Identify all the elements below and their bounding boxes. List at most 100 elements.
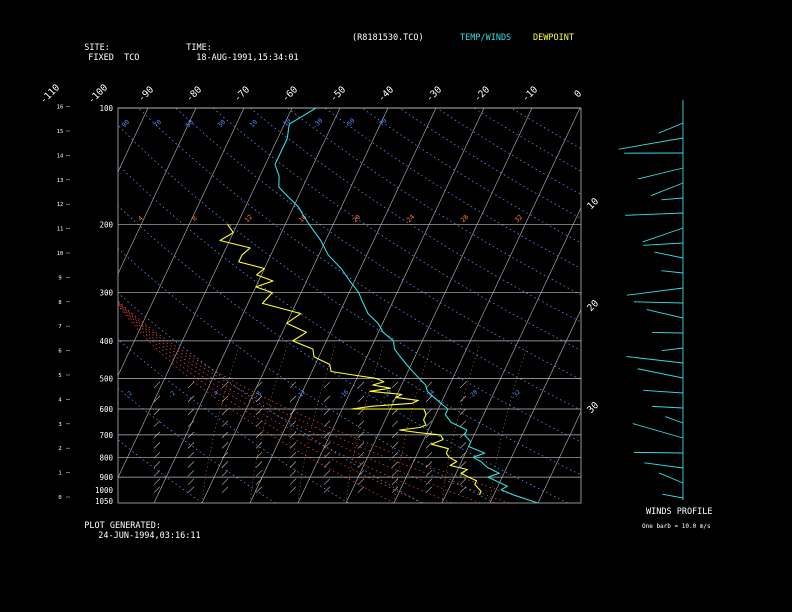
height-tick-label: 15 bbox=[57, 129, 64, 135]
legend-dew: DEWPOINT bbox=[533, 33, 574, 43]
dry-adiabat-line bbox=[118, 387, 276, 503]
grid-tick bbox=[289, 395, 297, 403]
wetbulb-label: -28 bbox=[467, 388, 480, 401]
grid-tick bbox=[187, 470, 195, 477]
temp-tick-label: -80 bbox=[184, 84, 204, 104]
grid-tick bbox=[425, 381, 433, 389]
grid-tick bbox=[221, 470, 229, 477]
wind-barb bbox=[644, 462, 684, 469]
grid-tick bbox=[153, 420, 161, 427]
wind-barb bbox=[626, 356, 684, 364]
grid-tick bbox=[357, 381, 365, 389]
grid-tick bbox=[357, 408, 365, 415]
height-tick-label: 0 bbox=[58, 495, 61, 501]
height-tick-label: 12 bbox=[57, 202, 64, 208]
generated-value: 24-JUN-1994,03:16:11 bbox=[98, 531, 201, 541]
dry-adiabat-line bbox=[510, 108, 581, 150]
generated-label: PLOT GENERATED: bbox=[84, 521, 162, 531]
temp-tick-label: -100 bbox=[86, 82, 110, 106]
grid-tick bbox=[221, 442, 229, 449]
grid-tick bbox=[391, 420, 399, 427]
grid-tick bbox=[357, 395, 365, 403]
dry-adiabat-line bbox=[361, 108, 581, 244]
mixing-ratio-label: 20 bbox=[351, 213, 362, 224]
theta-label: 70 bbox=[152, 118, 163, 129]
legend-temp: TEMP/WINDS bbox=[460, 33, 512, 43]
theta-label: -50 bbox=[343, 117, 357, 131]
wind-barb bbox=[626, 287, 684, 296]
wind-barb bbox=[650, 182, 684, 197]
height-tick-label: 1 bbox=[58, 471, 61, 477]
theta-label: 10 bbox=[248, 118, 259, 129]
grid-tick bbox=[221, 381, 229, 389]
pressure-tick-label: 1050 bbox=[95, 497, 114, 506]
wind-barb bbox=[652, 405, 684, 409]
grid-tick bbox=[153, 486, 161, 493]
temp-tick-label: -30 bbox=[424, 84, 444, 104]
wind-barb bbox=[659, 472, 684, 484]
grid-tick bbox=[153, 381, 161, 389]
pressure-tick-label: 100 bbox=[99, 104, 113, 113]
grid-tick bbox=[323, 408, 331, 415]
pressure-tick-label: 800 bbox=[99, 453, 113, 462]
isotherm-line bbox=[0, 108, 52, 503]
footer-generated: PLOT GENERATED: 24-JUN-1994,03:16:11 bbox=[74, 511, 201, 541]
isotherm-line bbox=[393, 108, 581, 503]
isotherm-line bbox=[297, 108, 485, 503]
grid-tick bbox=[459, 395, 467, 403]
isotherm-line bbox=[682, 108, 792, 503]
grid-tick bbox=[187, 478, 195, 485]
grid-tick bbox=[425, 420, 433, 427]
mixing-ratio-label: 16 bbox=[297, 213, 308, 224]
grid-tick bbox=[255, 478, 263, 485]
dry-adiabat-line bbox=[118, 248, 495, 503]
dry-adiabat-line bbox=[138, 108, 581, 411]
dewpoint-line bbox=[219, 224, 482, 496]
theta-label: 50 bbox=[184, 118, 195, 129]
mixing-ratio-line bbox=[249, 344, 288, 503]
isotherm-line bbox=[345, 108, 533, 503]
grid-tick bbox=[221, 486, 229, 493]
grid-tick bbox=[255, 486, 263, 493]
wind-barb bbox=[618, 137, 684, 150]
grid-tick bbox=[323, 420, 331, 427]
wind-barb bbox=[634, 301, 684, 304]
grid-tick bbox=[425, 442, 433, 449]
pressure-tick-label: 700 bbox=[99, 431, 113, 440]
grid-tick bbox=[425, 461, 433, 468]
grid-tick bbox=[357, 420, 365, 427]
height-tick-label: 2 bbox=[58, 446, 61, 452]
wind-barb bbox=[643, 389, 684, 394]
mixing-ratio-label: 24 bbox=[405, 213, 416, 224]
header-time: TIME: 18-AUG-1991,15:34:01 bbox=[176, 33, 298, 63]
temp-tick-label: -10 bbox=[520, 84, 540, 104]
isotherm-line bbox=[118, 108, 197, 275]
temp-tick-label: -70 bbox=[232, 84, 252, 104]
temperature-line bbox=[274, 108, 539, 503]
grid-tick bbox=[255, 420, 263, 427]
temp-tick-label: -110 bbox=[38, 82, 62, 106]
dry-adiabat-line bbox=[324, 108, 581, 269]
grid-tick bbox=[289, 420, 297, 427]
grid-tick bbox=[323, 395, 331, 403]
grid-tick bbox=[187, 408, 195, 415]
grid-tick bbox=[323, 478, 331, 485]
dry-adiabat-line bbox=[473, 108, 581, 172]
dry-adiabat-line bbox=[250, 108, 581, 323]
wind-barb bbox=[661, 270, 684, 274]
mixing-ratio-label: 32 bbox=[513, 213, 524, 224]
grid-tick bbox=[459, 420, 467, 427]
grid-tick bbox=[221, 461, 229, 468]
wind-barb bbox=[625, 212, 684, 216]
winds-title: WINDS PROFILE bbox=[646, 507, 713, 517]
grid-tick bbox=[289, 470, 297, 477]
grid-tick bbox=[425, 395, 433, 403]
grid-tick bbox=[391, 381, 399, 389]
isotherm-line bbox=[0, 108, 4, 503]
wetbulb-label: -4 bbox=[210, 390, 220, 400]
grid-tick bbox=[391, 442, 399, 449]
temp-tick-label: -20 bbox=[472, 84, 492, 104]
grid-tick bbox=[459, 442, 467, 449]
pressure-tick-label: 900 bbox=[99, 473, 113, 482]
grid-tick bbox=[255, 381, 263, 389]
